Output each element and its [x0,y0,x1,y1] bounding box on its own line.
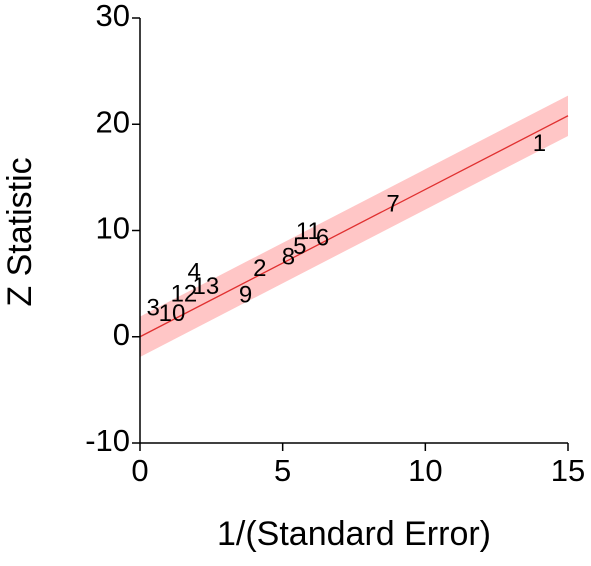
point-label: 5 [293,233,306,260]
x-tick-label: 10 [408,453,442,488]
fit-line [139,115,569,338]
point-label: 8 [282,243,295,270]
y-tick-label: 10 [96,211,130,246]
x-tick-label: 5 [274,453,291,488]
x-axis-title: 1/(Standard Error) [217,515,491,553]
point-label: 3 [146,294,159,321]
point-label: 7 [386,190,399,217]
point-label: 2 [253,255,266,282]
point-label: 11 [296,218,321,245]
point-label: 4 [188,258,201,285]
y-tick-label: 30 [96,0,130,33]
point-label: 10 [159,300,186,327]
y-tick-label: -10 [85,423,130,458]
point-label: 13 [193,273,220,300]
x-tick-label: 15 [551,453,585,488]
point-label: 12 [171,281,198,308]
point-label: 1 [533,130,546,157]
point-label: 6 [316,224,329,251]
y-tick-label: 20 [96,104,130,139]
point-label: 9 [239,282,252,309]
y-axis-title: Z Statistic [1,157,39,306]
y-tick-label: 0 [113,317,130,352]
x-tick-label: 0 [131,453,148,488]
